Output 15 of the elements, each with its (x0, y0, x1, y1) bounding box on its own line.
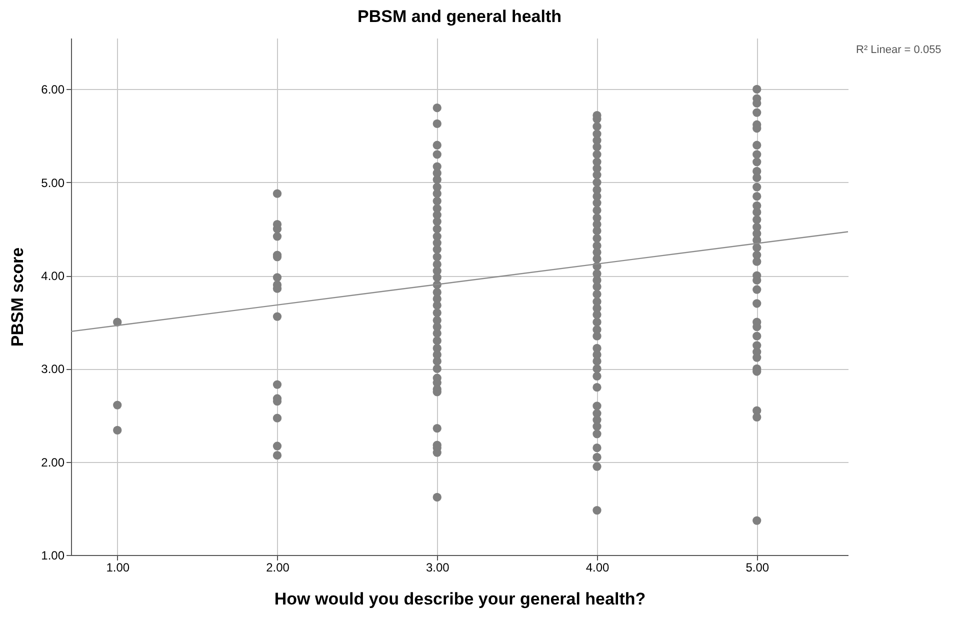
x-axis-title: How would you describe your general health? (274, 590, 646, 608)
text: R² Linear = 0.055 (856, 44, 942, 56)
y-tick-label: 1.00 (41, 548, 65, 562)
y-tick-label: 2.00 (41, 455, 65, 470)
y-axis-title: PBSM score (8, 247, 28, 347)
x-tick-label: 2.00 (266, 560, 290, 574)
chart-title: PBSM and general health (357, 7, 562, 26)
y-tick-label: 5.00 (41, 176, 65, 190)
x-tick-label: 1.00 (106, 560, 130, 574)
y-tick-label: 3.00 (41, 362, 65, 376)
x-tick-label: 4.00 (586, 560, 610, 574)
x-tick-label: 5.00 (746, 560, 770, 574)
y-tick-label: 4.00 (41, 269, 65, 284)
x-tick-label: 3.00 (426, 560, 450, 574)
y-tick-label: 6.00 (41, 82, 65, 97)
